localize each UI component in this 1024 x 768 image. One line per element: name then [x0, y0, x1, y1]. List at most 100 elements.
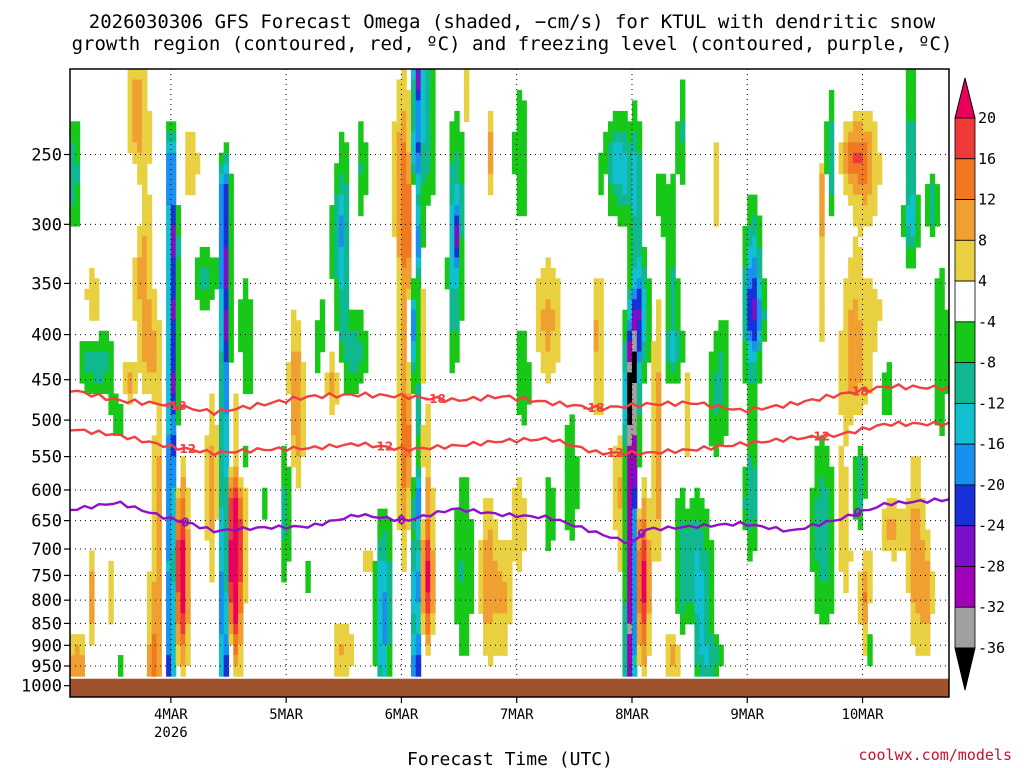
omega-cell — [819, 267, 825, 279]
omega-cell — [516, 383, 532, 395]
omega-cell — [915, 602, 931, 614]
omega-cell — [651, 362, 662, 374]
omega-cell — [910, 560, 931, 572]
omega-cell — [180, 602, 186, 614]
omega-cell — [396, 498, 402, 510]
omega-cell — [713, 152, 719, 164]
omega-cell — [929, 184, 936, 196]
omega-cell — [396, 205, 402, 217]
omega-cell — [905, 152, 916, 164]
omega-cell — [920, 519, 926, 531]
omega-cell — [905, 110, 916, 122]
omega-cell — [401, 393, 407, 405]
omega-cell — [170, 414, 177, 426]
omega-cell — [146, 581, 153, 593]
omega-cell — [218, 540, 225, 552]
omega-cell — [593, 341, 599, 353]
dgz-lower-label: -12 — [602, 446, 624, 460]
omega-cell — [127, 142, 138, 154]
omega-cell — [363, 351, 369, 363]
omega-cell — [132, 131, 143, 143]
omega-cell — [564, 508, 575, 520]
omega-cell — [511, 508, 527, 520]
omega-cell — [228, 330, 234, 342]
omega-cell — [627, 477, 633, 489]
omega-cell — [665, 278, 671, 290]
omega-cell — [651, 435, 657, 447]
omega-cell — [646, 309, 652, 321]
omega-cell — [809, 508, 816, 520]
omega-cell — [819, 288, 825, 300]
omega-cell — [881, 393, 892, 405]
omega-cell — [684, 602, 695, 614]
omega-cell — [843, 184, 854, 196]
omega-cell — [420, 163, 431, 175]
omega-cell — [646, 634, 652, 646]
omega-cell — [396, 299, 402, 311]
omega-cell — [449, 257, 455, 269]
omega-cell — [627, 623, 633, 635]
omega-cell — [142, 320, 153, 332]
omega-cell — [636, 519, 643, 531]
omega-cell — [70, 152, 76, 164]
omega-cell — [223, 519, 230, 531]
omega-cell — [632, 623, 638, 635]
omega-cell — [175, 278, 182, 290]
omega-cell — [708, 362, 719, 374]
terrain-ground — [70, 678, 949, 697]
omega-cell — [632, 634, 638, 646]
omega-cell — [98, 330, 109, 342]
omega-cell — [396, 226, 402, 238]
omega-cell — [358, 173, 369, 185]
omega-cell — [291, 383, 302, 395]
omega-cell — [218, 393, 225, 405]
omega-cell — [632, 403, 638, 415]
omega-cell — [665, 236, 676, 248]
omega-cell — [723, 393, 729, 405]
omega-cell — [449, 341, 460, 353]
omega-cell — [824, 121, 830, 133]
omega-cell — [175, 236, 182, 248]
omega-cell — [175, 602, 182, 614]
omega-cell — [108, 592, 114, 604]
omega-cell — [242, 383, 254, 395]
omega-cell — [713, 330, 729, 342]
omega-cell — [857, 581, 864, 593]
omega-cell — [401, 341, 407, 353]
omega-cell — [636, 403, 643, 415]
omega-cell — [170, 550, 177, 562]
omega-cell — [281, 571, 287, 583]
omega-cell — [185, 152, 201, 164]
omega-cell — [867, 592, 873, 604]
omega-cell — [756, 226, 763, 238]
omega-cell — [449, 131, 465, 143]
omega-cell — [612, 466, 623, 478]
omega-cell — [646, 592, 652, 604]
omega-cell — [718, 320, 729, 332]
omega-cell — [459, 236, 465, 248]
omega-cell — [396, 100, 412, 112]
omega-cell — [142, 236, 148, 248]
omega-cell — [675, 330, 681, 342]
omega-cell — [358, 362, 369, 374]
omega-cell — [459, 184, 465, 196]
omega-cell — [406, 173, 412, 185]
omega-cell — [742, 267, 748, 279]
omega-cell — [401, 152, 407, 164]
omega-cell — [747, 362, 758, 374]
omega-cell — [857, 456, 864, 468]
omega-cell — [166, 602, 172, 614]
omega-cell — [665, 299, 671, 311]
omega-cell — [396, 487, 402, 499]
omega-cell — [180, 571, 186, 583]
omega-cell — [74, 194, 81, 206]
omega-cell — [670, 278, 676, 290]
omega-cell — [166, 403, 172, 415]
omega-cell — [747, 351, 758, 363]
y-tick-label: 500 — [31, 411, 62, 431]
omega-cell — [185, 644, 191, 656]
omega-cell — [228, 623, 234, 635]
omega-cell — [680, 351, 686, 363]
omega-cell — [828, 508, 835, 520]
omega-cell — [406, 131, 412, 143]
